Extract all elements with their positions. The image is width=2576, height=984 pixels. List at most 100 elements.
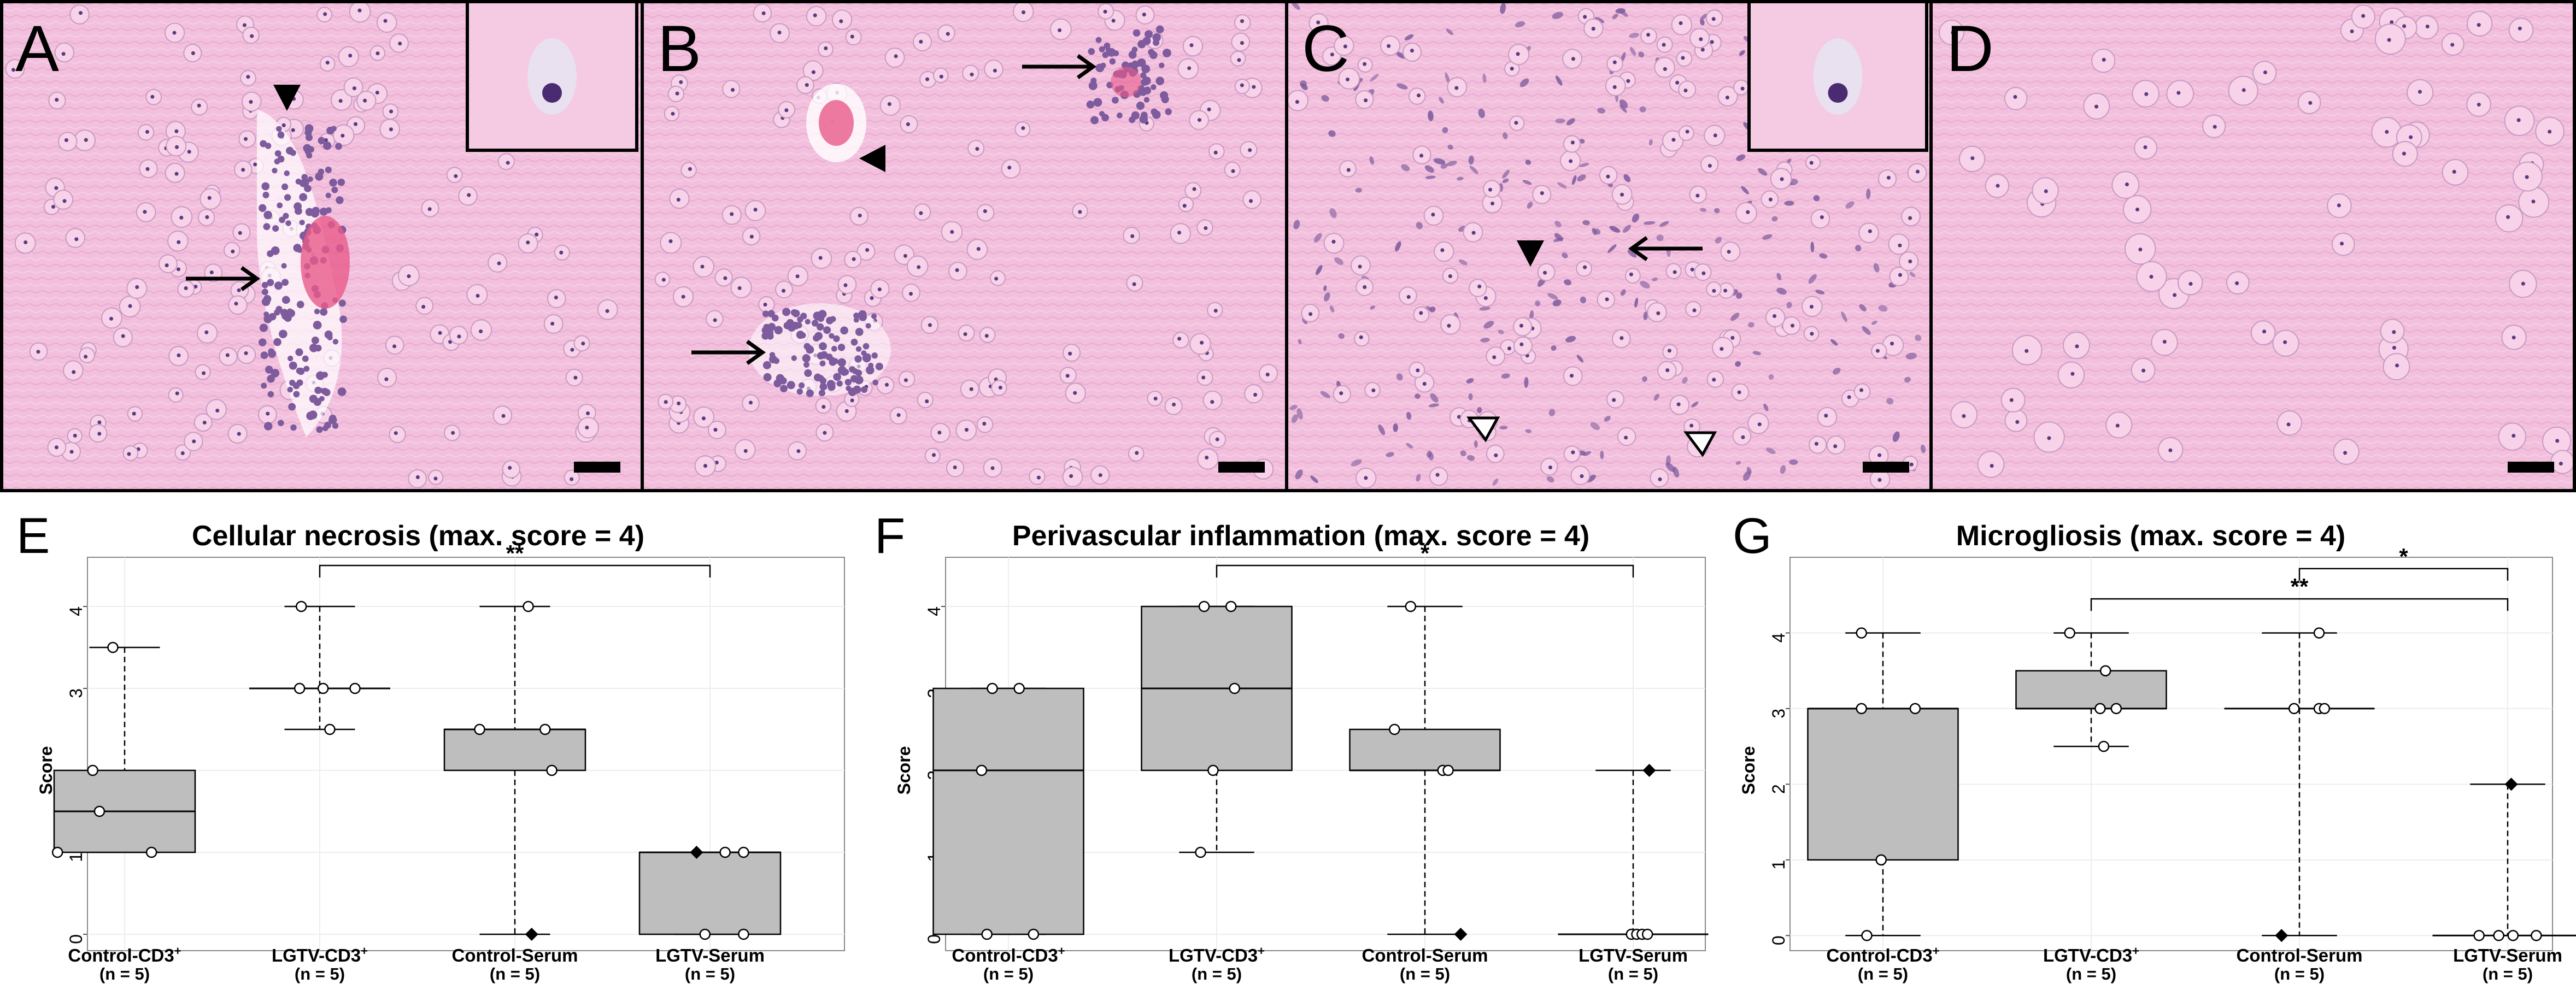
nucleolus: [193, 285, 198, 289]
x-tick-count: (n = 5): [99, 964, 150, 983]
nucleolus: [796, 449, 801, 453]
glial-nucleus: [1321, 95, 1329, 102]
nucleolus: [1201, 375, 1206, 380]
glial-nucleus: [1619, 104, 1627, 113]
infiltrate-cell: [328, 416, 337, 425]
nucleolus: [1768, 197, 1773, 202]
neuron-cell: [389, 426, 406, 443]
y-tick-label: 0: [66, 934, 86, 944]
x-tick-label: Control-Serum: [2237, 945, 2363, 965]
infiltrate-cell: [855, 369, 862, 376]
nucleolus: [1387, 44, 1391, 48]
panel-divider: [1929, 0, 1933, 491]
infiltrate-cell: [319, 396, 325, 402]
nucleolus: [1663, 67, 1667, 71]
x-tick-count: (n = 5): [1400, 964, 1450, 983]
neuron-cell: [1001, 159, 1021, 179]
glial-nucleus: [1714, 208, 1720, 214]
nucleolus: [84, 355, 88, 359]
nucleolus: [2559, 461, 2563, 466]
nucleolus: [761, 11, 766, 15]
infiltrate-cell: [322, 425, 328, 432]
nucleolus: [917, 265, 921, 269]
nucleolus: [1571, 57, 1575, 61]
nucleolus: [1629, 272, 1633, 276]
nucleolus: [1620, 192, 1624, 197]
box-1: [932, 687, 1084, 935]
data-point: [1013, 682, 1025, 694]
nucleolus: [1685, 129, 1689, 134]
glial-nucleus: [1519, 78, 1529, 87]
glial-nucleus: [1833, 368, 1841, 375]
data-point: [2313, 627, 2325, 639]
infiltrate-cell: [871, 352, 878, 359]
chart-row: E Cellular necrosis (max. score = 4) 0 1 2 3 4…: [16, 508, 2576, 983]
nucleolus: [2262, 329, 2267, 334]
nucleolus: [1204, 226, 1208, 231]
category-name: LGTV-Serum: [655, 945, 765, 965]
infiltrate-cell: [318, 137, 325, 145]
nucleolus: [176, 267, 180, 272]
nucleolus: [2102, 57, 2106, 62]
nucleolus: [839, 19, 843, 23]
infiltrate-cell: [1140, 72, 1147, 79]
infiltrate-cell: [339, 315, 347, 323]
chart-title: Perivascular inflammation (max. score = …: [1012, 520, 1589, 552]
nucleolus: [713, 428, 718, 432]
infiltrate-cell: [803, 362, 809, 368]
nucleolus: [950, 230, 954, 234]
nucleolus: [730, 212, 734, 216]
glial-nucleus: [1562, 252, 1568, 258]
nucleolus: [1571, 450, 1575, 455]
glial-nucleus: [1629, 47, 1636, 56]
nucleolus: [121, 334, 125, 338]
infiltrate-cell: [1162, 49, 1171, 57]
glial-nucleus: [1886, 398, 1894, 405]
nucleolus: [908, 292, 913, 296]
glial-nucleus: [1446, 161, 1457, 167]
nucleolus: [1725, 96, 1729, 100]
nucleolus: [357, 8, 362, 13]
nucleolus: [1240, 83, 1244, 87]
infiltrate-cell: [276, 126, 282, 132]
data-point: [2507, 930, 2519, 941]
nucleolus: [266, 411, 270, 416]
infiltrate-cell: [1136, 101, 1145, 110]
glial-nucleus: [1915, 334, 1922, 341]
infiltrate-cell: [773, 357, 780, 364]
nucleolus: [242, 23, 247, 27]
nucleolus: [84, 138, 88, 142]
chart-title: Microgliosis (max. score = 4): [1956, 520, 2345, 552]
neuron-cell: [1429, 467, 1448, 486]
x-tick-label: LGTV-Serum: [2453, 945, 2562, 965]
nucleolus: [554, 295, 558, 299]
infiltrate-cell: [314, 308, 320, 315]
data-point: [1405, 600, 1417, 612]
infiltrate-cell: [1116, 112, 1123, 119]
glial-nucleus: [1776, 287, 1787, 295]
nucleolus: [202, 420, 207, 425]
infiltrate-cell: [261, 281, 268, 288]
nucleolus: [1737, 390, 1741, 394]
infiltrate-cell: [316, 371, 325, 380]
x-tick-count: (n = 5): [2274, 964, 2325, 983]
glial-nucleus: [1320, 391, 1330, 398]
category-name: Control-CD3: [68, 945, 174, 965]
nucleolus: [253, 162, 257, 167]
infiltrate-cell: [277, 202, 283, 209]
nucleolus: [1111, 19, 1116, 23]
infiltrate-cell: [293, 391, 300, 398]
glial-nucleus: [1502, 169, 1510, 179]
nucleolus: [1780, 177, 1784, 181]
data-point: [349, 682, 361, 694]
nucleolus: [1667, 349, 1671, 353]
infiltrate-cell: [791, 355, 797, 361]
y-axis-label: Score: [894, 746, 914, 795]
infiltrate-cell: [324, 330, 333, 339]
nucleolus: [225, 353, 230, 357]
glial-nucleus: [1552, 299, 1562, 307]
glial-nucleus: [1404, 34, 1414, 40]
nucleolus: [1417, 93, 1421, 98]
nucleolus: [202, 371, 206, 375]
nucleolus: [850, 398, 854, 403]
